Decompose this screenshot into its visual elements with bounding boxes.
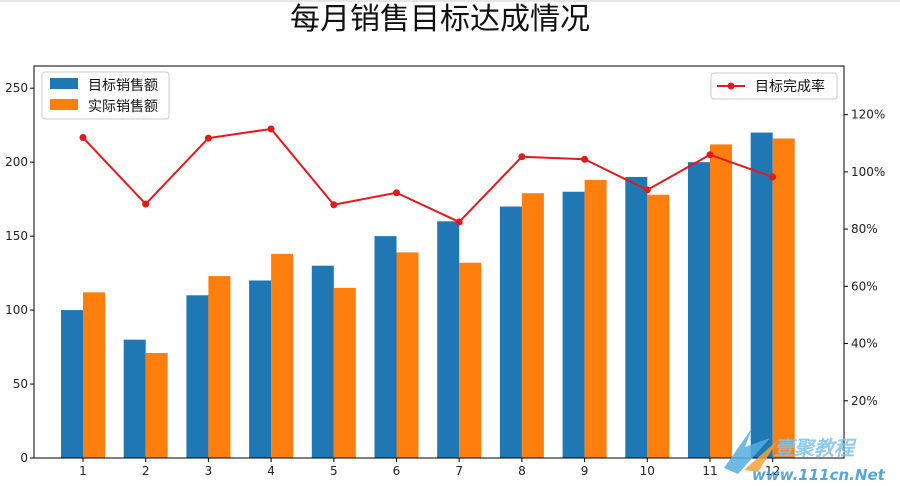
x-tick-label-10: 10: [640, 464, 655, 478]
legend-label-rate: 目标完成率: [755, 78, 825, 95]
x-tick-label-11: 11: [702, 464, 717, 478]
rate-point-1: [79, 134, 87, 142]
bar-actual-10: [647, 194, 670, 458]
plot-frame: [33, 65, 845, 459]
x-tick-label-6: 6: [393, 464, 401, 478]
legend-box-line: [710, 72, 838, 100]
chart-title: 每月销售目标达成情况: [290, 2, 590, 37]
watermark-leaf-icon: [724, 428, 770, 474]
y-right-tick-label-5: 120%: [851, 108, 885, 122]
bar-actual-8: [521, 193, 544, 458]
bar-target-5: [311, 265, 334, 458]
x-tick-label-2: 2: [142, 464, 150, 478]
bar-target-2: [123, 339, 146, 458]
legend-label-target: 目标销售额: [88, 78, 158, 94]
watermark-text: 壹聚教程: [774, 436, 857, 460]
legend-bars: 目标销售额 实际销售额: [41, 71, 170, 120]
legend-swatch-target: [50, 78, 78, 89]
x-tick-label-4: 4: [267, 464, 275, 478]
bars-layer: [61, 132, 795, 459]
bar-target-11: [688, 162, 710, 458]
watermark-logo: 壹聚教程 www.111cn.Net: [724, 428, 886, 484]
x-tick-label-5: 5: [330, 464, 338, 478]
y-right-tick-label-1: 40%: [851, 337, 878, 351]
bar-target-3: [186, 295, 209, 458]
y-right-tick-label-3: 80%: [851, 222, 878, 236]
bar-actual-9: [584, 179, 607, 458]
top-divider: [0, 0, 900, 2]
bar-actual-1: [83, 292, 105, 458]
x-tick-label-8: 8: [518, 464, 526, 478]
rate-point-8: [518, 153, 526, 161]
bar-actual-4: [271, 253, 294, 458]
y-left-tick-label-250: 250: [5, 81, 28, 95]
rate-point-10: [643, 186, 651, 194]
bar-target-10: [625, 176, 648, 458]
bar-actual-3: [208, 276, 231, 458]
x-tick-label-9: 9: [581, 464, 589, 478]
x-tick-label-3: 3: [205, 464, 213, 478]
bar-target-9: [562, 191, 585, 459]
legend-line: 目标完成率: [710, 72, 838, 100]
bar-actual-11: [710, 144, 732, 458]
x-tick-label-12: 12: [765, 464, 780, 478]
rate-point-12: [769, 173, 777, 181]
completion-rate-line: [82, 127, 774, 223]
watermark-url: www.111cn.Net: [752, 466, 886, 484]
legend-line-marker: [727, 82, 735, 90]
axes-layer: 1 2 3 4 5 6 7 8 9 10 11 1205010015020025020%40%60%8…: [5, 65, 885, 478]
rate-point-5: [330, 201, 338, 209]
rate-point-6: [393, 189, 400, 197]
bar-actual-7: [459, 262, 482, 458]
y-left-tick-label-0: 0: [20, 451, 28, 465]
x-tick-label-1: 1: [79, 464, 87, 478]
bar-actual-12: [772, 138, 795, 458]
y-left-tick-label-100: 100: [5, 303, 28, 317]
bar-target-8: [499, 206, 522, 458]
y-left-tick-label-200: 200: [5, 155, 28, 169]
bar-target-1: [61, 310, 83, 458]
bar-actual-6: [396, 252, 419, 458]
rate-point-9: [581, 155, 589, 163]
bar-target-12: [750, 132, 773, 458]
x-tick-label-7: 7: [455, 464, 463, 478]
y-left-tick-label-150: 150: [5, 229, 28, 243]
y-right-tick-label-4: 100%: [851, 165, 885, 179]
rate-point-2: [142, 200, 150, 208]
y-left-tick-label-50: 50: [13, 377, 28, 391]
rate-point-4: [267, 125, 275, 133]
y-right-tick-label-0: 20%: [851, 394, 878, 408]
bar-target-6: [374, 236, 397, 458]
line-layer: [79, 125, 777, 226]
rate-point-3: [204, 134, 212, 142]
legend-label-actual: 实际销售额: [88, 99, 158, 115]
rate-point-11: [706, 151, 714, 159]
bar-target-7: [437, 221, 460, 458]
rate-point-7: [455, 218, 463, 226]
bar-actual-5: [333, 287, 356, 458]
watermark-leaf-icon-2: [744, 440, 778, 472]
bar-actual-2: [145, 352, 168, 458]
y-right-tick-label-2: 60%: [851, 279, 878, 293]
legend-swatch-actual: [50, 99, 78, 110]
bar-target-4: [249, 280, 272, 458]
